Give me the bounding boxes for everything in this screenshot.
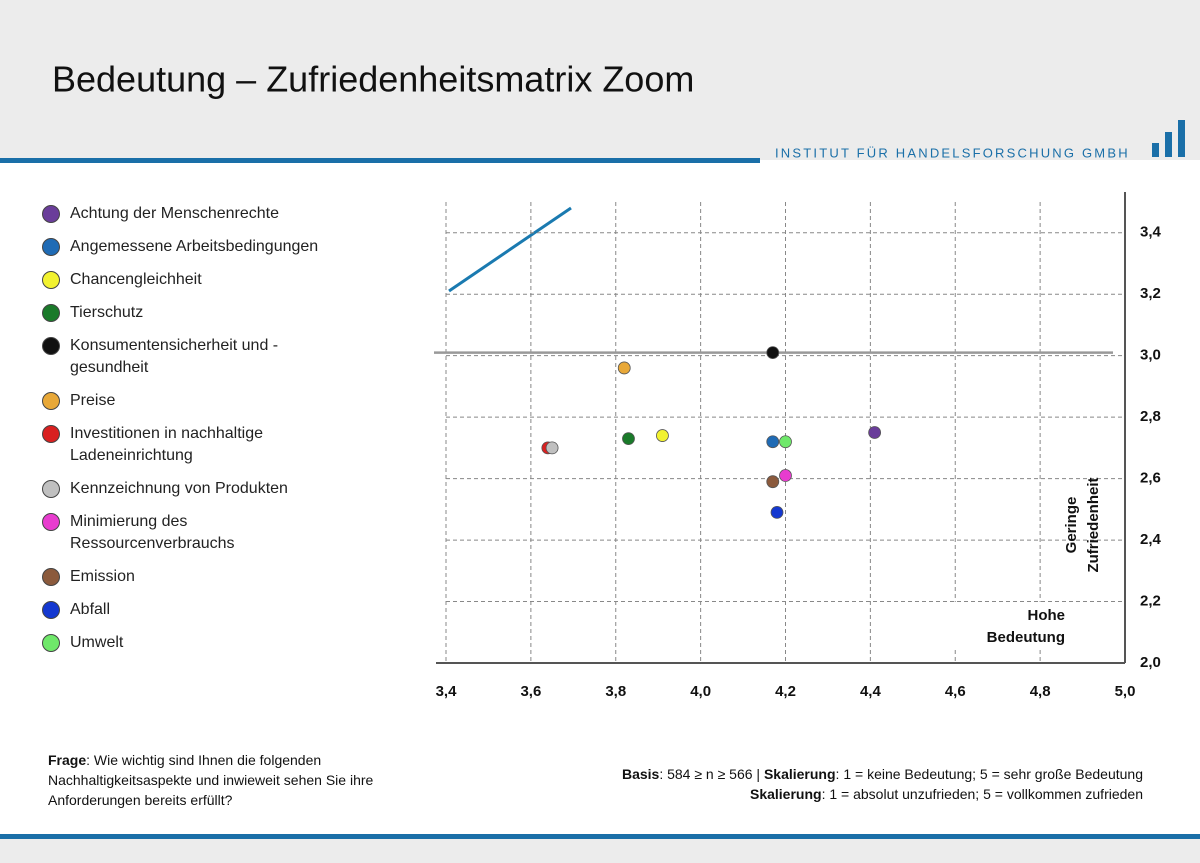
legend-label: Minimierung des Ressourcenverbrauchs	[70, 513, 235, 552]
y-annotation: Geringe	[1063, 497, 1080, 554]
legend-label: Emission	[70, 568, 135, 585]
x-tick-label: 4,0	[690, 683, 711, 700]
legend-entry: Angemessene Arbeitsbedingungen	[42, 236, 334, 258]
legend-swatch	[42, 337, 60, 355]
point	[868, 426, 882, 439]
legend-swatch	[42, 271, 60, 289]
question-line: Anforderungen bereits erfüllt?	[48, 792, 233, 808]
legend: Achtung der Menschenrechte Angemessene Ar…	[42, 203, 334, 665]
legend-entry: Preise	[42, 390, 334, 412]
legend-swatch	[42, 513, 60, 531]
x-tick-label: 4,4	[860, 683, 882, 700]
legend-entry: Chancengleichheit	[42, 269, 334, 291]
scale-text: : 1 = keine Bedeutung; 5 = sehr große Be…	[836, 766, 1143, 782]
legend-label: Umwelt	[70, 634, 124, 651]
y-tick-label: 2,8	[1140, 408, 1161, 425]
basis: Basis: 584 ≥ n ≥ 566 | Skalierung: 1 = k…	[622, 766, 1143, 782]
legend-entry: Emission	[42, 566, 334, 588]
point	[766, 435, 780, 449]
point	[779, 435, 792, 449]
legend-label: Investitionen in nachhaltige Ladeneinric…	[70, 425, 264, 464]
annotation-box	[940, 602, 1070, 650]
point	[656, 429, 669, 442]
legend-label: Konsumentensicherheit und - gesundheit	[70, 337, 279, 376]
x-tick-label: 4,8	[1030, 683, 1051, 700]
y-tick-label: 2,4	[1140, 531, 1162, 548]
legend-swatch	[42, 480, 60, 498]
point	[766, 475, 780, 489]
legend-entry: Achtung der Menschenrechte	[42, 203, 334, 225]
legend-swatch	[42, 601, 60, 619]
plot: 3,4 3,6 3,8 4,0 4,2 4,4 4,6 4,8 5,02,0 2,2 2,4 2,6 2…	[434, 192, 1162, 700]
title: Bedeutung – Zufriedenheitsmatrix Zoom	[52, 59, 694, 100]
legend-swatch	[42, 425, 60, 443]
legend-swatch	[42, 568, 60, 586]
y-tick-label: 3,2	[1140, 285, 1161, 302]
legend-swatch	[42, 634, 60, 652]
basis-label: Basis	[622, 766, 660, 782]
question: Frage: Wie wichtig sind Ihnen die folgen…	[48, 752, 377, 808]
x-tick-label: 4,2	[775, 683, 796, 700]
logo	[1152, 120, 1185, 157]
point	[770, 506, 784, 519]
legend-entry: Kennzeichnung von Produkten	[42, 478, 334, 500]
scale-text: : 1 = absolut unzufrieden; 5 = vollkomme…	[822, 786, 1143, 802]
legend-entry: Umwelt	[42, 632, 334, 654]
y-tick-label: 2,6	[1140, 470, 1161, 487]
legend-entry: Konsumentensicherheit und - gesundheit	[42, 335, 334, 379]
y-tick-label: 2,2	[1140, 593, 1161, 610]
legend-label: Abfall	[70, 601, 111, 618]
x-tick-label: 3,6	[520, 683, 541, 700]
legend-label: Achtung der Menschenrechte	[70, 205, 280, 222]
point	[766, 346, 780, 359]
y-tick-label: 3,4	[1140, 224, 1162, 241]
header-rule	[0, 158, 760, 163]
question-line: Nachhaltigkeitsaspekte und inwieweit seh…	[48, 772, 374, 788]
legend-swatch	[42, 238, 60, 256]
point	[779, 469, 792, 482]
x-tick-label: 3,4	[436, 683, 458, 700]
x-tick-label: 3,8	[605, 683, 626, 700]
x-tick-label: 5,0	[1115, 683, 1136, 700]
legend-label: Tierschutz	[70, 304, 144, 321]
diagonal-line	[448, 206, 572, 293]
legend-entry: Investitionen in nachhaltige Ladeneinric…	[42, 423, 334, 467]
point	[545, 441, 559, 455]
legend-label: Preise	[70, 392, 116, 409]
legend-label: Chancengleichheit	[70, 271, 202, 288]
legend-swatch	[42, 205, 60, 223]
institute: INSTITUT FÜR HANDELSFORSCHUNG GMBH	[775, 145, 1130, 160]
point	[622, 432, 635, 446]
legend-entry: Abfall	[42, 599, 334, 621]
footer-rule	[0, 834, 1200, 839]
legend-label: Kennzeichnung von Produkten	[70, 480, 288, 497]
legend-label: Angemessene Arbeitsbedingungen	[70, 238, 319, 255]
legend-swatch	[42, 392, 60, 410]
header-band	[0, 0, 1200, 160]
basis-text: : 584 ≥ n ≥ 566 |	[659, 766, 764, 782]
x-annotation: Hohe	[1028, 607, 1066, 624]
question-line: : Wie wichtig sind Ihnen die folgenden	[86, 752, 321, 768]
legend-entry: Tierschutz	[42, 302, 334, 324]
legend-swatch	[42, 304, 60, 322]
x-tick-label: 4,6	[945, 683, 966, 700]
scale: Skalierung: 1 = absolut unzufrieden; 5 =…	[750, 786, 1143, 802]
y-tick-label: 2,0	[1140, 654, 1161, 671]
question-label: Frage	[48, 752, 86, 768]
footer-band	[0, 839, 1200, 863]
scale-label: Skalierung	[750, 786, 822, 802]
legend-entry: Minimierung des Ressourcenverbrauchs	[42, 511, 334, 555]
y-tick-label: 3,0	[1140, 347, 1161, 364]
x-annotation: Bedeutung	[987, 629, 1065, 646]
scale-label: Skalierung	[764, 766, 836, 782]
y-annotation: Zufriedenheit	[1085, 477, 1102, 572]
point	[617, 361, 631, 375]
